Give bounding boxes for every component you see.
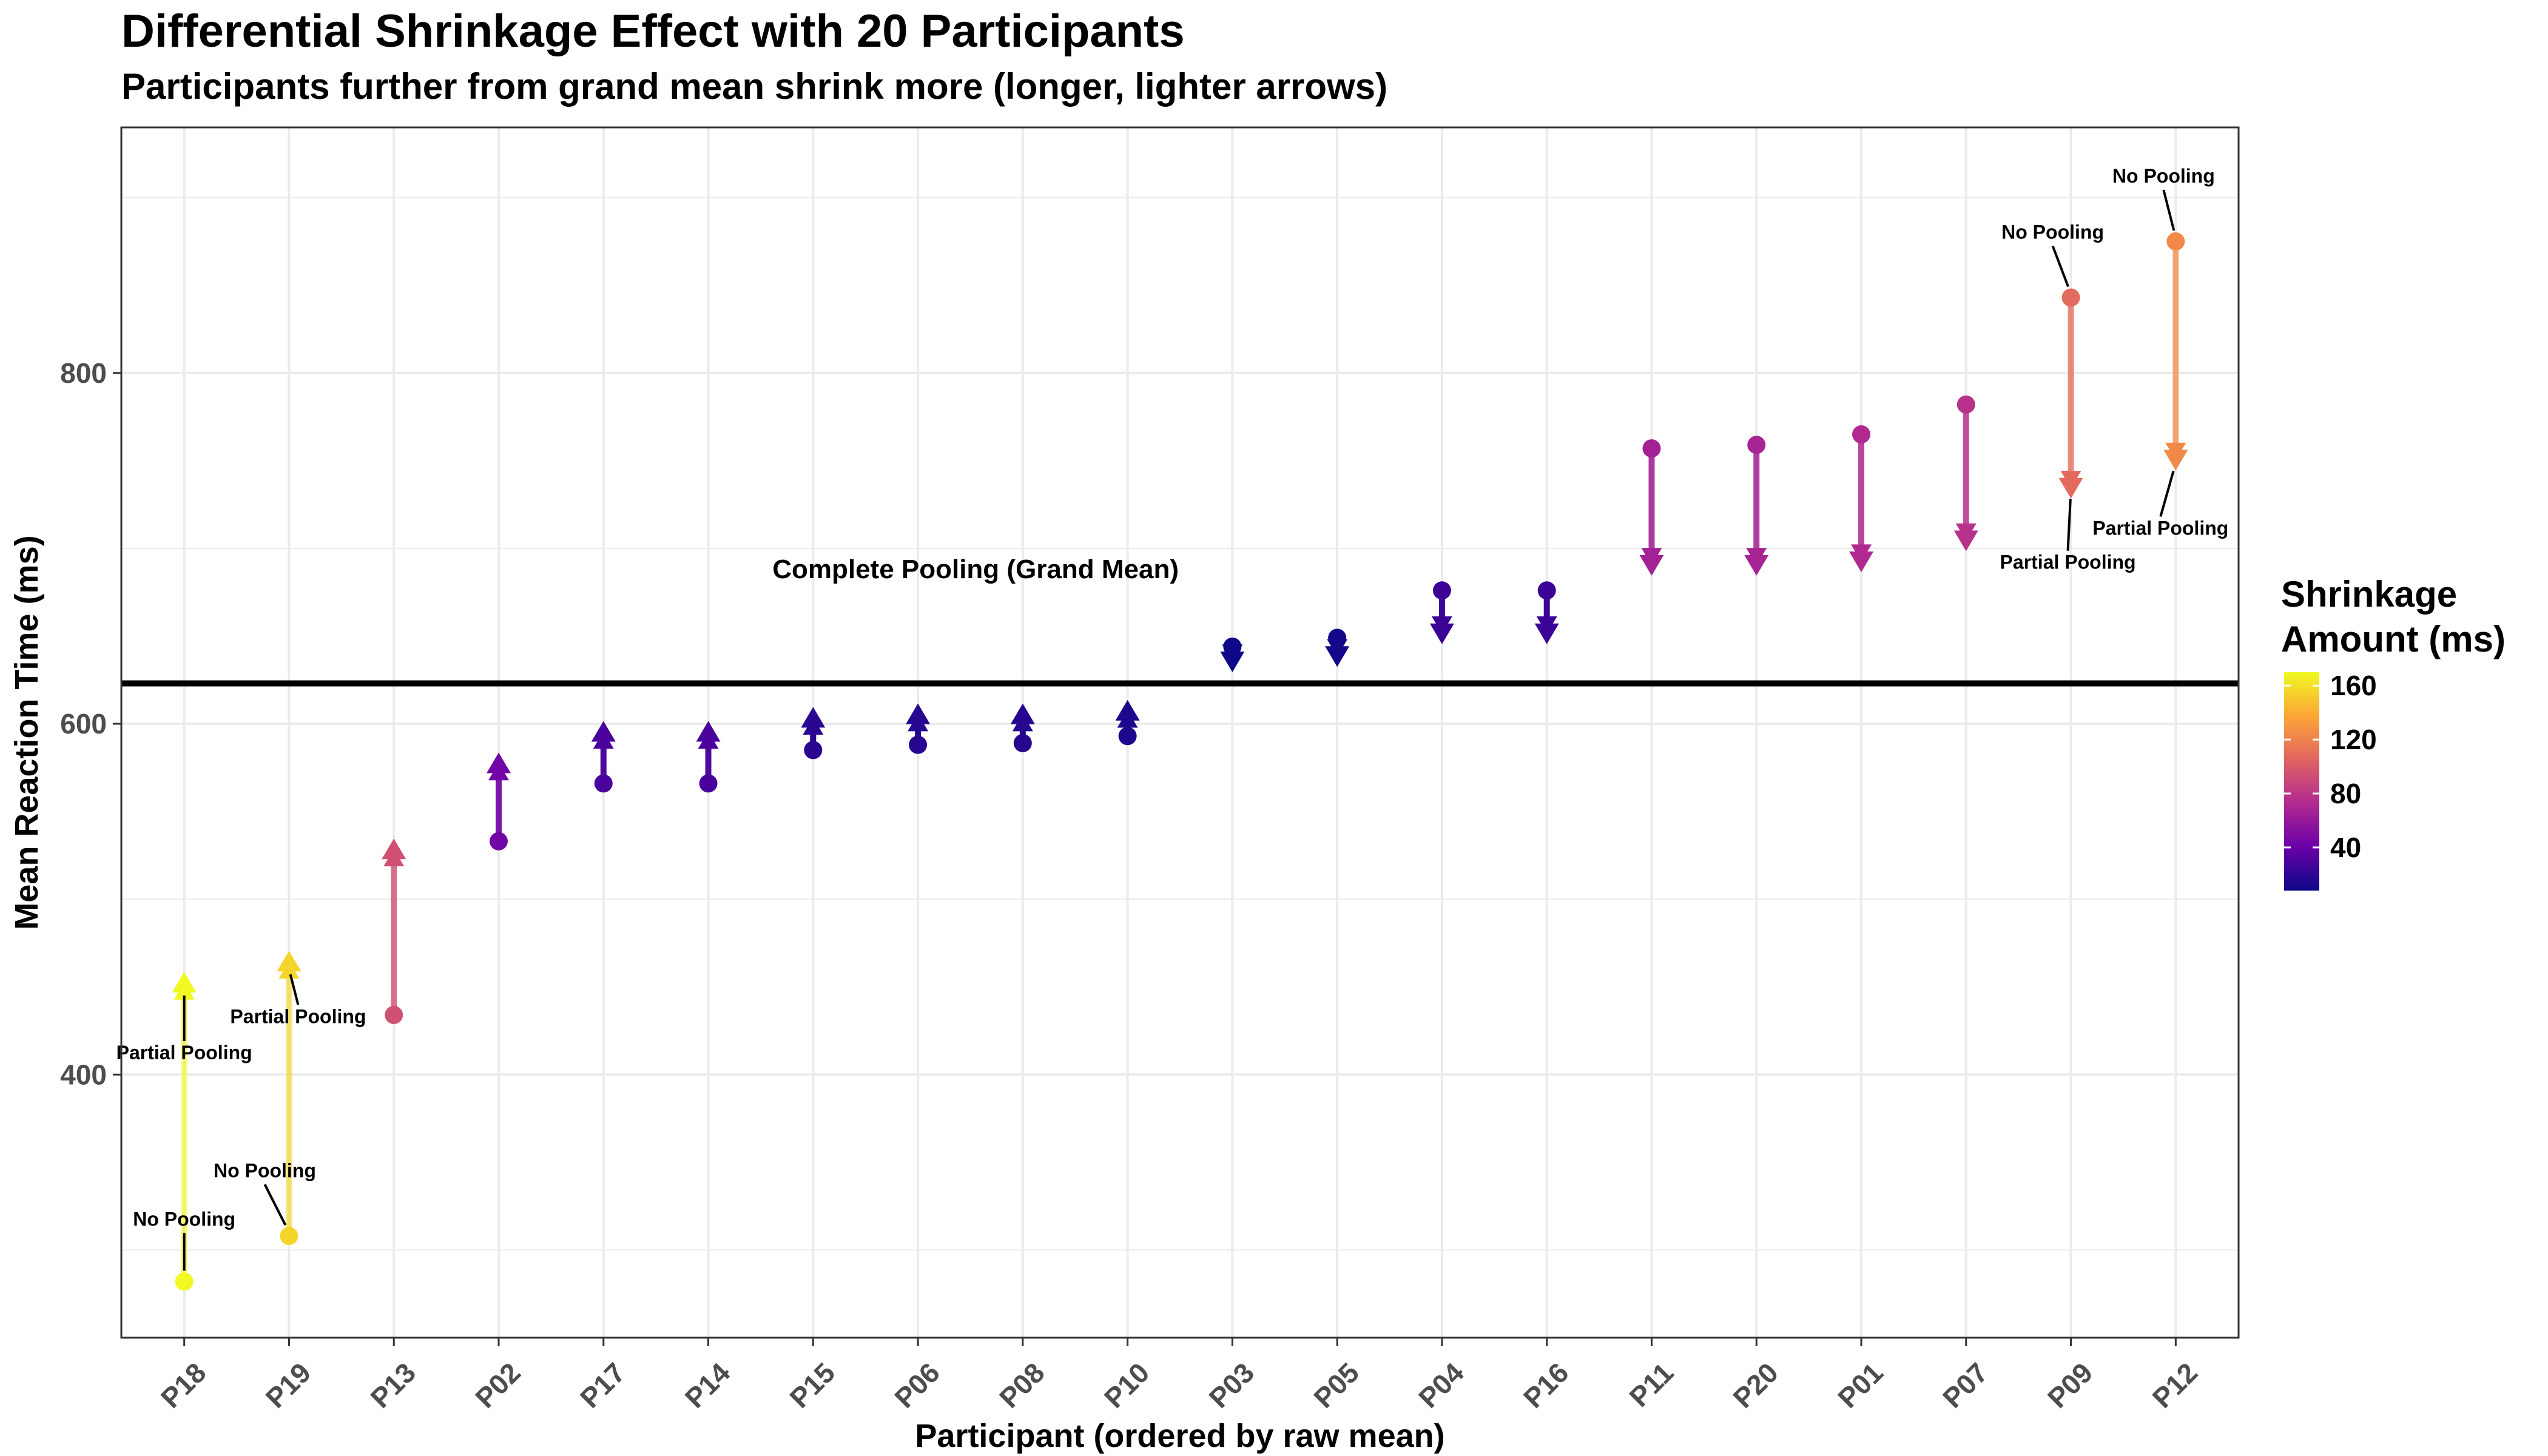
annotation-leader bbox=[2162, 189, 2176, 231]
partial-pooling-point bbox=[382, 838, 406, 860]
no-pooling-point bbox=[699, 774, 718, 793]
no-pooling-point bbox=[489, 832, 508, 851]
annotation-label: No Pooling bbox=[214, 1159, 316, 1181]
no-pooling-point bbox=[909, 735, 928, 754]
no-pooling-point bbox=[1328, 629, 1347, 647]
legend-colorbar bbox=[2284, 672, 2319, 891]
partial-pooling-point bbox=[1639, 554, 1664, 576]
x-tick-label: P04 bbox=[1412, 1357, 1470, 1414]
no-pooling-point bbox=[804, 741, 823, 760]
x-tick-label: P14 bbox=[679, 1357, 736, 1414]
x-tick-label: P15 bbox=[783, 1357, 841, 1414]
partial-pooling-point bbox=[1534, 623, 1559, 644]
partial-pooling-point bbox=[1953, 530, 1978, 551]
partial-pooling-point bbox=[1220, 651, 1245, 672]
x-tick-label: P06 bbox=[888, 1357, 946, 1414]
x-tick-label: P03 bbox=[1203, 1357, 1261, 1414]
no-pooling-point bbox=[1537, 581, 1556, 600]
no-pooling-point bbox=[2061, 288, 2080, 307]
annotation-leader bbox=[2159, 470, 2175, 517]
no-pooling-point bbox=[1642, 439, 1661, 458]
no-pooling-point bbox=[280, 1227, 298, 1245]
annotation-leader bbox=[289, 974, 300, 1005]
legend-title-line1: Shrinkage bbox=[2281, 574, 2457, 615]
data-marks bbox=[172, 232, 2188, 1291]
legend-tick-label: 120 bbox=[2330, 724, 2377, 755]
x-tick-label: P10 bbox=[1098, 1357, 1156, 1414]
y-tick-label: 400 bbox=[60, 1059, 107, 1090]
partial-pooling-point bbox=[1010, 703, 1035, 724]
partial-pooling-point bbox=[906, 703, 931, 724]
annotation-leader bbox=[263, 1184, 287, 1226]
no-pooling-point bbox=[1852, 425, 1871, 443]
y-tick-label: 600 bbox=[60, 708, 107, 740]
x-axis: P18 P19 P13 P02 P17 P14 P15 P06 P08 P10 P03 P05 P04 P… bbox=[155, 1338, 2203, 1454]
partial-pooling-point bbox=[277, 951, 302, 972]
no-pooling-point bbox=[1118, 727, 1137, 746]
x-tick-label: P13 bbox=[364, 1357, 422, 1414]
partial-pooling-point bbox=[486, 752, 511, 774]
no-pooling-point bbox=[2166, 232, 2185, 251]
legend-tick-label: 80 bbox=[2330, 778, 2361, 809]
x-tick-label: P20 bbox=[1727, 1357, 1784, 1414]
no-pooling-point bbox=[1223, 637, 1242, 656]
partial-pooling-point bbox=[2058, 477, 2083, 499]
x-tick-label: P02 bbox=[469, 1357, 527, 1414]
y-axis: 400 600 800 Mean Reaction Time (ms) bbox=[8, 357, 121, 1090]
annotation-leader bbox=[2051, 245, 2069, 288]
annotation-label: Partial Pooling bbox=[230, 1005, 366, 1027]
partial-pooling-point bbox=[1429, 623, 1454, 644]
x-tick-label: P17 bbox=[574, 1357, 632, 1414]
partial-pooling-point bbox=[1744, 554, 1769, 576]
legend-tick-label: 40 bbox=[2330, 832, 2361, 863]
x-tick-label: P08 bbox=[993, 1357, 1051, 1414]
x-tick-label: P19 bbox=[260, 1357, 317, 1414]
no-pooling-point bbox=[1747, 436, 1766, 454]
x-tick-label: P11 bbox=[1623, 1357, 1679, 1413]
no-pooling-point bbox=[1432, 581, 1451, 600]
no-pooling-point bbox=[1013, 733, 1032, 752]
x-tick-label: P01 bbox=[1832, 1357, 1889, 1414]
partial-pooling-point bbox=[1849, 551, 1874, 573]
no-pooling-point bbox=[594, 774, 613, 793]
annotation-label: No Pooling bbox=[2112, 165, 2215, 187]
partial-pooling-point bbox=[801, 707, 826, 728]
no-pooling-point bbox=[1956, 395, 1975, 414]
grid-lines bbox=[121, 127, 2239, 1338]
annotation-label: Partial Pooling bbox=[116, 1042, 252, 1063]
no-pooling-point bbox=[385, 1006, 403, 1024]
x-tick-label: P07 bbox=[1936, 1357, 1994, 1414]
annotation-label: Partial Pooling bbox=[2000, 551, 2136, 573]
x-tick-label: P09 bbox=[2041, 1357, 2099, 1414]
x-tick-label: P12 bbox=[2146, 1357, 2204, 1414]
chart-title: Differential Shrinkage Effect with 20 Pa… bbox=[121, 5, 1185, 57]
y-tick-label: 800 bbox=[60, 357, 107, 389]
x-tick-label: P16 bbox=[1517, 1357, 1575, 1414]
annotation-label: Partial Pooling bbox=[2092, 517, 2228, 539]
no-pooling-point bbox=[175, 1272, 194, 1291]
annotation-leader bbox=[2066, 499, 2072, 551]
partial-pooling-point bbox=[2163, 450, 2188, 471]
partial-pooling-point bbox=[1325, 646, 1350, 667]
annotations: No Pooling Partial Pooling No Pooling Parti… bbox=[116, 165, 2228, 1271]
chart-subtitle: Participants further from grand mean shr… bbox=[121, 66, 1388, 107]
partial-pooling-point bbox=[1115, 699, 1140, 721]
x-tick-label: P05 bbox=[1307, 1357, 1365, 1414]
partial-pooling-point bbox=[696, 721, 721, 742]
legend-tick-label: 160 bbox=[2330, 670, 2377, 701]
partial-pooling-point bbox=[591, 721, 616, 742]
partial-pooling-point bbox=[172, 971, 197, 993]
panel-border bbox=[120, 126, 2240, 1339]
annotation-label: No Pooling bbox=[133, 1208, 235, 1230]
legend-title-line2: Amount (ms) bbox=[2281, 619, 2506, 659]
x-tick-label: P18 bbox=[155, 1357, 212, 1414]
annotation-label: No Pooling bbox=[2001, 221, 2104, 243]
x-axis-title: Participant (ordered by raw mean) bbox=[915, 1418, 1444, 1454]
grand-mean-group: Complete Pooling (Grand Mean) bbox=[121, 554, 2239, 687]
grand-mean-label: Complete Pooling (Grand Mean) bbox=[772, 554, 1179, 584]
y-axis-title: Mean Reaction Time (ms) bbox=[8, 535, 45, 929]
